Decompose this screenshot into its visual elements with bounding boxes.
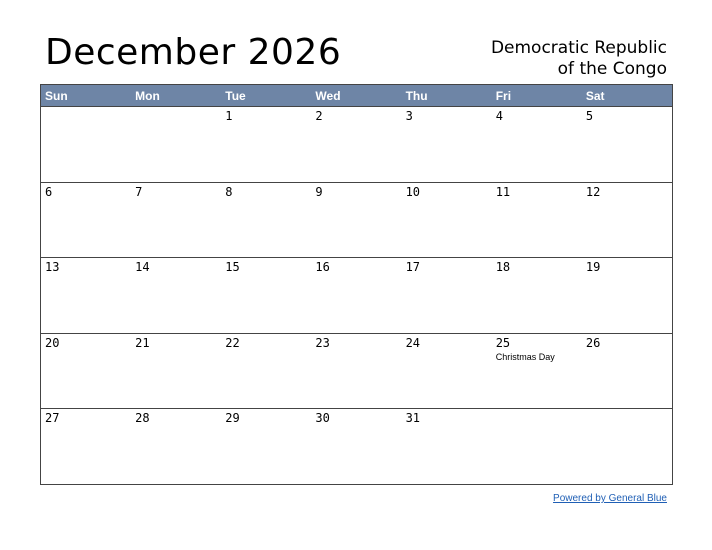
day-cell[interactable]: 27 xyxy=(41,409,131,485)
weekday-mon: Mon xyxy=(135,89,160,103)
day-cell[interactable] xyxy=(492,409,582,485)
day-number: 28 xyxy=(135,411,150,426)
day-number: 30 xyxy=(315,411,330,426)
day-number: 22 xyxy=(225,335,240,350)
day-cell[interactable]: 22 xyxy=(221,334,311,409)
calendar-week: 20 21 22 23 24 25 Christmas Day 26 xyxy=(41,334,672,410)
day-cell[interactable]: 20 xyxy=(41,334,131,409)
day-cell[interactable]: 5 xyxy=(582,107,672,182)
day-number: 27 xyxy=(45,411,60,426)
day-cell[interactable]: 14 xyxy=(131,258,221,333)
calendar-title: December 2026 xyxy=(45,32,342,73)
day-number: 5 xyxy=(585,109,594,123)
day-number: 25 xyxy=(495,335,511,350)
day-cell[interactable]: 31 xyxy=(402,409,492,485)
day-number: 13 xyxy=(45,260,60,275)
day-number: 24 xyxy=(405,335,421,350)
day-number: 4 xyxy=(495,109,503,123)
country-name: Democratic Republic of the Congo xyxy=(407,38,667,80)
day-cell[interactable]: 24 xyxy=(402,334,492,409)
day-cell[interactable]: 11 xyxy=(492,183,582,258)
day-number: 31 xyxy=(405,411,421,426)
day-cell[interactable]: 12 xyxy=(582,183,672,258)
day-number: 12 xyxy=(585,184,601,199)
day-number: 14 xyxy=(135,260,150,275)
day-number: 21 xyxy=(135,335,150,350)
calendar-weeks: 1 2 3 4 5 6 7 8 9 10 11 12 13 14 15 16 17 18 19 20 21 22 23 24 2… xyxy=(41,107,672,485)
day-cell[interactable]: 16 xyxy=(311,258,401,333)
day-number: 16 xyxy=(315,260,330,275)
day-cell[interactable]: 3 xyxy=(402,107,492,182)
day-number: 18 xyxy=(495,260,511,275)
day-number: 17 xyxy=(405,260,421,275)
day-cell[interactable]: 10 xyxy=(402,183,492,258)
weekday-sat: Sat xyxy=(585,89,605,103)
day-cell[interactable]: 21 xyxy=(131,334,221,409)
day-cell[interactable]: 4 xyxy=(492,107,582,182)
country-name-line-1: Democratic Republic xyxy=(490,38,667,58)
day-number: 20 xyxy=(45,335,60,350)
powered-by-link[interactable]: Powered by General Blue xyxy=(553,493,667,504)
day-cell[interactable]: 30 xyxy=(311,409,401,485)
day-number: 10 xyxy=(405,184,421,199)
day-cell[interactable]: 2 xyxy=(311,107,401,182)
day-cell[interactable]: 25 Christmas Day xyxy=(492,334,582,409)
day-number: 15 xyxy=(225,260,240,275)
day-number: 19 xyxy=(585,260,601,275)
day-cell[interactable] xyxy=(131,107,221,182)
day-cell[interactable]: 17 xyxy=(402,258,492,333)
day-cell[interactable]: 7 xyxy=(131,183,221,258)
weekday-sun: Sun xyxy=(45,89,68,103)
day-number: 6 xyxy=(45,184,53,199)
day-cell[interactable]: 23 xyxy=(311,334,401,409)
calendar-week: 6 7 8 9 10 11 12 xyxy=(41,183,672,259)
day-number: 2 xyxy=(315,109,323,123)
weekday-wed: Wed xyxy=(315,89,341,103)
weekday-thu: Thu xyxy=(405,89,428,103)
day-cell[interactable]: 8 xyxy=(221,183,311,258)
calendar-week: 13 14 15 16 17 18 19 xyxy=(41,258,672,334)
day-number: 26 xyxy=(585,335,601,350)
day-cell[interactable]: 9 xyxy=(311,183,401,258)
weekday-tue: Tue xyxy=(225,89,246,103)
day-number: 8 xyxy=(225,184,233,199)
calendar-week: 1 2 3 4 5 xyxy=(41,107,672,183)
day-number: 3 xyxy=(405,109,413,123)
day-cell[interactable] xyxy=(41,107,131,182)
day-number: 9 xyxy=(315,184,323,199)
weekday-header: Sun Mon Tue Wed Thu Fri Sat xyxy=(41,85,672,107)
day-cell[interactable]: 28 xyxy=(131,409,221,485)
day-number: 29 xyxy=(225,411,240,426)
calendar-week: 27 28 29 30 31 xyxy=(41,409,672,485)
day-cell[interactable]: 6 xyxy=(41,183,131,258)
day-cell[interactable]: 15 xyxy=(221,258,311,333)
day-cell[interactable]: 1 xyxy=(221,107,311,182)
holiday-label: Christmas Day xyxy=(495,351,555,362)
weekday-fri: Fri xyxy=(495,89,512,103)
country-name-line-2: of the Congo xyxy=(557,59,667,79)
day-number: 11 xyxy=(495,184,511,199)
day-number: 1 xyxy=(225,109,233,123)
day-number: 7 xyxy=(135,184,143,199)
day-cell[interactable]: 29 xyxy=(221,409,311,485)
day-cell[interactable]: 18 xyxy=(492,258,582,333)
day-number: 23 xyxy=(315,335,330,350)
calendar-grid: Sun Mon Tue Wed Thu Fri Sat 1 2 3 4 5 6 7 8 9 10 1… xyxy=(40,84,673,485)
day-cell[interactable] xyxy=(582,409,672,485)
day-cell[interactable]: 13 xyxy=(41,258,131,333)
day-cell[interactable]: 26 xyxy=(582,334,672,409)
day-cell[interactable]: 19 xyxy=(582,258,672,333)
